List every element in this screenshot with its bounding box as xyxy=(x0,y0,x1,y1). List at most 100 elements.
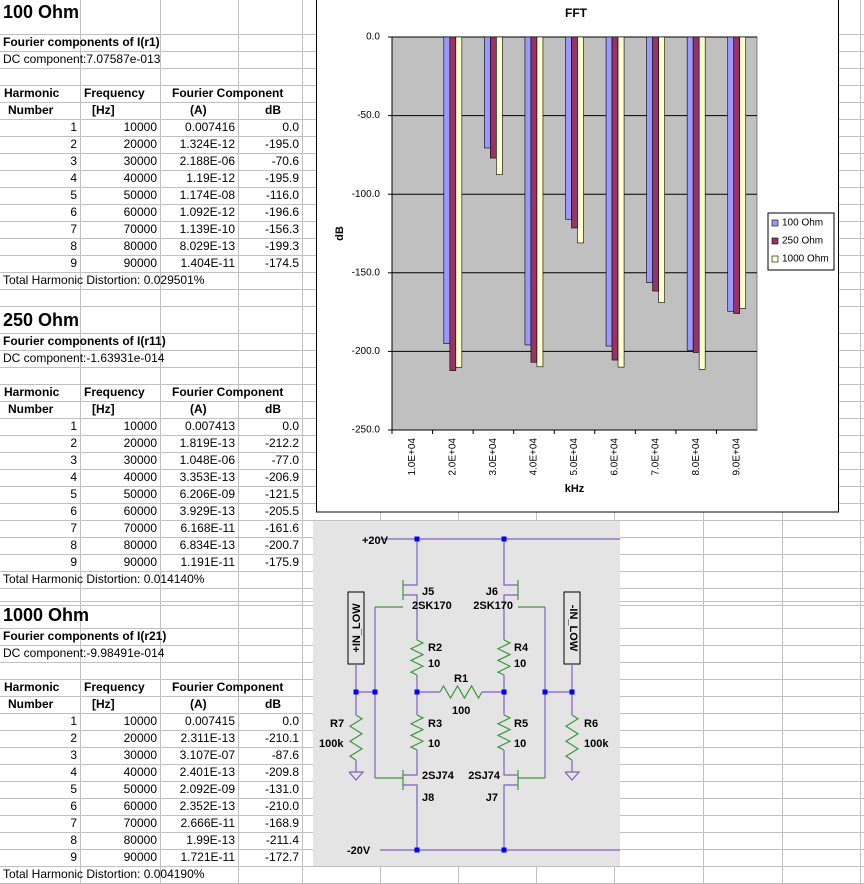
data-cell: 1 xyxy=(70,419,77,433)
data-cell: 7 xyxy=(70,521,77,535)
bar xyxy=(692,36,700,353)
header-cell: Fourier Component xyxy=(172,385,283,399)
x-tick-label: 7.0E+04 xyxy=(650,438,661,476)
data-cell: -210.0 xyxy=(265,799,299,813)
data-cell: 4 xyxy=(70,171,77,185)
resistor xyxy=(496,639,512,676)
resistor xyxy=(564,714,580,761)
data-cell: -70.6 xyxy=(272,154,300,168)
data-cell: 70000 xyxy=(124,521,158,535)
resistor xyxy=(496,714,512,751)
resistor xyxy=(348,714,364,761)
data-cell: -211.4 xyxy=(266,833,299,847)
ground xyxy=(564,771,581,781)
header-cell: Number xyxy=(8,103,54,117)
data-cell: 6.834E-13 xyxy=(180,538,236,552)
data-cell: 70000 xyxy=(124,816,158,830)
data-cell: 3.353E-13 xyxy=(180,470,236,484)
schematic-label: J7 xyxy=(486,792,498,804)
data-cell: 80000 xyxy=(124,239,158,253)
data-cell: 5 xyxy=(70,487,77,501)
section-subtitle: Fourier components of I(r11) xyxy=(3,334,166,348)
data-cell: 1.19E-12 xyxy=(186,171,235,185)
resistor xyxy=(439,684,483,700)
schematic-label: +IN_LOW xyxy=(351,603,363,653)
data-cell: -156.3 xyxy=(265,222,299,236)
schematic-label: +20V xyxy=(362,535,389,547)
y-tick-label: 0.0 xyxy=(366,32,380,43)
data-cell: 30000 xyxy=(124,453,158,467)
data-cell: 8 xyxy=(70,833,77,847)
data-cell: -200.7 xyxy=(265,538,299,552)
node xyxy=(501,847,507,853)
bar xyxy=(617,36,625,368)
data-cell: 1.048E-06 xyxy=(180,453,236,467)
data-cell: 90000 xyxy=(124,555,158,569)
bar xyxy=(496,36,503,176)
data-cell: 2 xyxy=(70,137,77,151)
data-cell: 4 xyxy=(70,765,77,779)
schematic-label: 10 xyxy=(428,738,440,750)
data-cell: 6 xyxy=(70,799,77,813)
data-cell: 0.007413 xyxy=(185,419,235,433)
legend xyxy=(767,212,835,271)
data-cell: -210.1 xyxy=(265,731,299,745)
legend-label: 100 Ohm xyxy=(782,218,823,229)
data-cell: -195.0 xyxy=(265,137,299,151)
schematic-label: -IN_LOW xyxy=(567,605,579,652)
data-cell: 8.029E-13 xyxy=(180,239,236,253)
schematic-label: R4 xyxy=(514,642,529,654)
data-cell: 4 xyxy=(70,470,77,484)
data-cell: 3.929E-13 xyxy=(180,504,236,518)
bar xyxy=(577,36,584,244)
resistor xyxy=(409,714,425,751)
schematic-label: 10 xyxy=(514,738,526,750)
y-tick-label: -250.0 xyxy=(352,425,381,436)
y-tick-label: -200.0 xyxy=(352,346,381,357)
header-cell: Number xyxy=(8,697,54,711)
data-cell: 3.107E-07 xyxy=(180,748,236,762)
bar xyxy=(686,36,694,351)
resistor xyxy=(409,639,425,676)
node xyxy=(414,536,420,542)
schematic-label: 2SK170 xyxy=(412,600,452,612)
data-cell: 1.174E-08 xyxy=(180,188,236,202)
bar xyxy=(524,36,532,346)
bar xyxy=(739,36,747,309)
x-tick-label: 6.0E+04 xyxy=(610,438,621,476)
node xyxy=(372,689,378,695)
schematic-label: J6 xyxy=(486,586,498,598)
data-cell: 7 xyxy=(70,816,77,830)
data-cell: 1.404E-11 xyxy=(181,256,236,270)
node xyxy=(353,689,359,695)
y-tick-label: -50.0 xyxy=(357,110,380,121)
data-cell: 1.191E-11 xyxy=(181,555,236,569)
data-cell: -205.5 xyxy=(265,504,299,518)
data-cell: 60000 xyxy=(124,205,158,219)
x-tick-label: 8.0E+04 xyxy=(691,438,702,476)
data-cell: 20000 xyxy=(124,731,158,745)
data-cell: -87.6 xyxy=(272,748,300,762)
data-cell: 6 xyxy=(70,205,77,219)
bar xyxy=(605,36,613,347)
wire xyxy=(503,750,518,776)
bar xyxy=(443,36,451,344)
wire xyxy=(403,594,418,640)
data-cell: 1.139E-10 xyxy=(180,222,236,236)
dc-component: DC component:-1.63931e-014 xyxy=(3,351,165,365)
data-cell: 30000 xyxy=(124,748,158,762)
data-cell: 0.0 xyxy=(282,419,299,433)
x-axis-title: kHz xyxy=(565,483,585,495)
data-cell: 20000 xyxy=(124,137,158,151)
thd: Total Harmonic Distortion: 0.029501% xyxy=(3,273,205,287)
legend-label: 1000 Ohm xyxy=(782,254,829,265)
data-cell: 1.99E-13 xyxy=(186,833,235,847)
data-cell: 9 xyxy=(70,850,77,864)
data-cell: 1 xyxy=(70,120,77,134)
node xyxy=(542,689,548,695)
data-cell: 7 xyxy=(70,222,77,236)
data-cell: 50000 xyxy=(124,782,158,796)
x-tick-label: 2.0E+04 xyxy=(447,438,458,476)
